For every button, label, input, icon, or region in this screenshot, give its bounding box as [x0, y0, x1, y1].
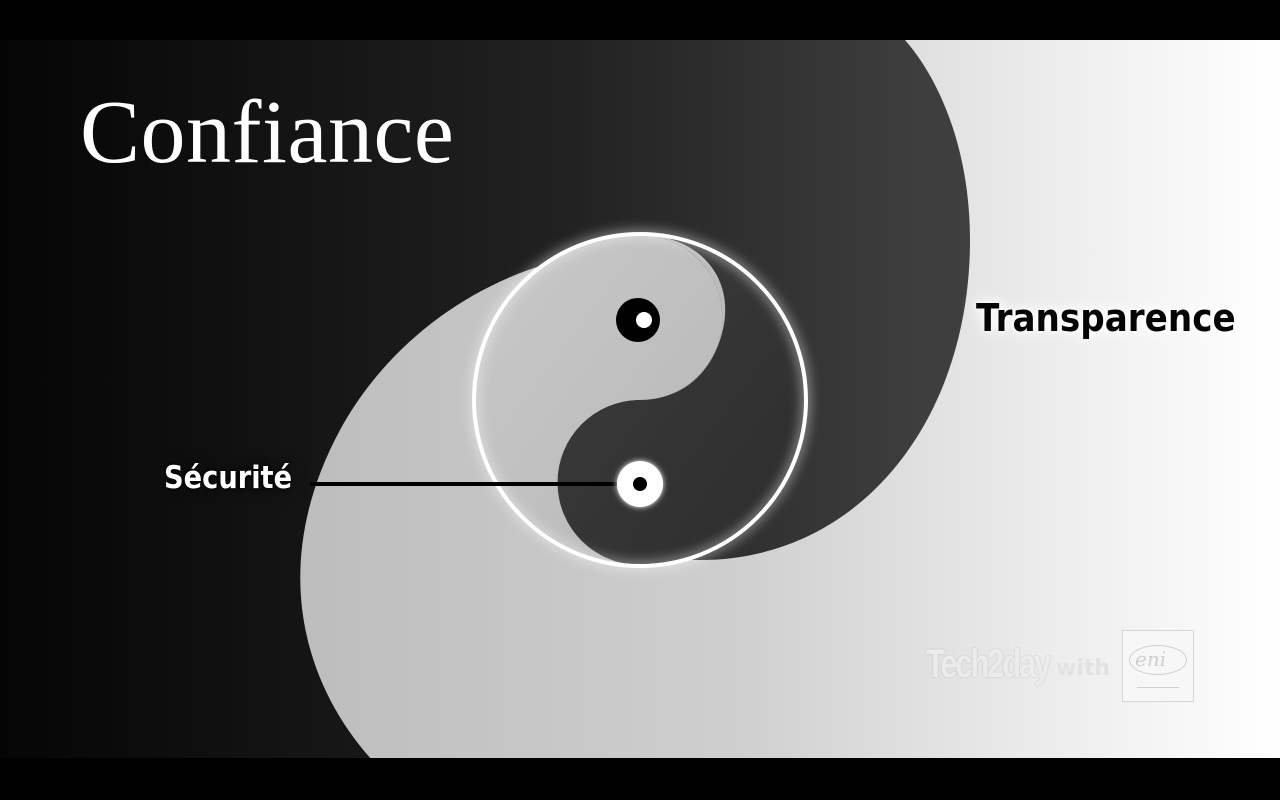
- transparence-dot: [616, 298, 660, 342]
- with-text: with: [1056, 656, 1111, 681]
- inner-yin-yang: [472, 232, 808, 568]
- eni-logo: eni: [1122, 630, 1194, 702]
- tech2day-logo: Tech2day: [926, 642, 1051, 686]
- eni-logo-rule: [1137, 687, 1179, 688]
- inner-ring: [472, 232, 808, 568]
- slide-title: Confiance: [80, 83, 455, 182]
- branding-watermark: Tech2day with eni: [926, 630, 1196, 702]
- light-swoosh: [300, 40, 1280, 758]
- transparence-label: Transparence: [976, 296, 1236, 340]
- eni-logo-oval: [1129, 645, 1187, 675]
- securite-label: Sécurité: [164, 460, 293, 496]
- eni-logo-text: eni: [1135, 647, 1167, 671]
- securite-dot: [617, 461, 663, 507]
